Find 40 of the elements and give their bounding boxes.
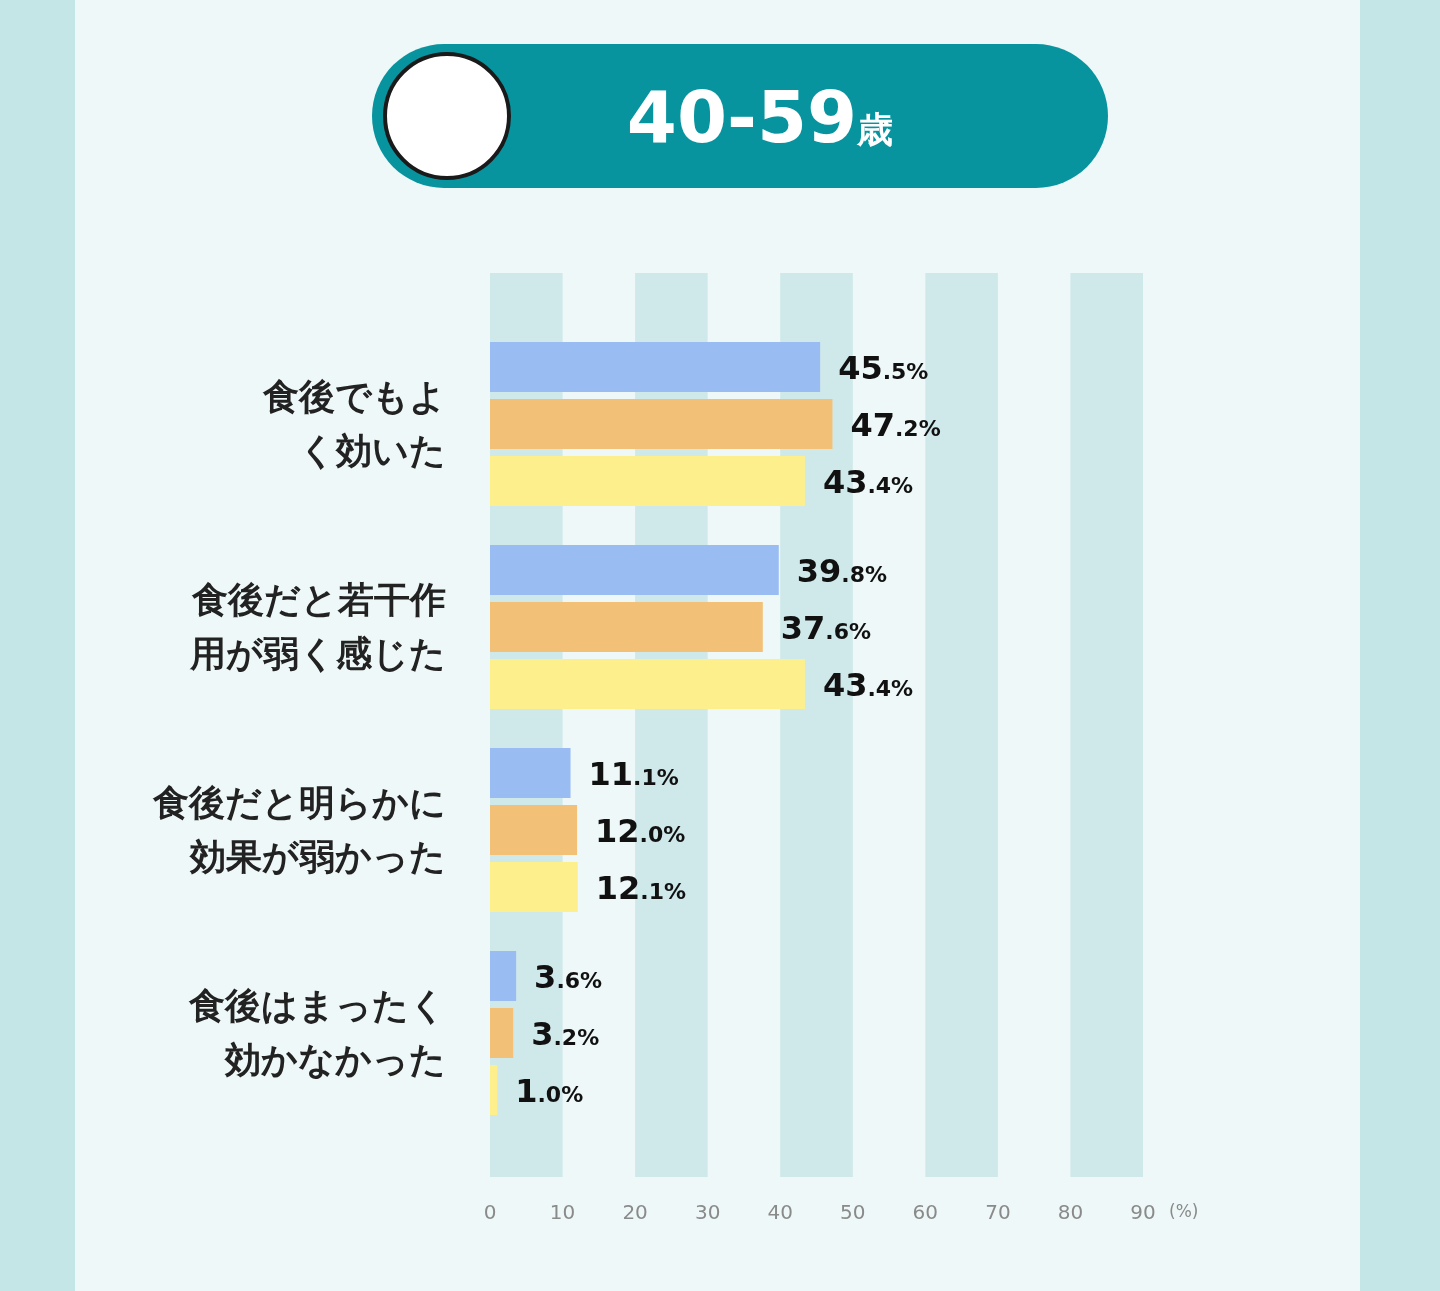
- data-label: 47.2%: [850, 406, 941, 444]
- data-label: 43.4%: [822, 666, 914, 704]
- bar: [490, 1008, 514, 1058]
- bar: [490, 951, 517, 1001]
- x-tick-label: 0: [483, 1200, 497, 1224]
- y-tick-label: 食後はまったく効かなかった: [188, 985, 446, 1080]
- data-label: 3.6%: [534, 958, 603, 996]
- bar: [490, 456, 805, 506]
- bar: [490, 602, 763, 652]
- data-label: 12.0%: [595, 812, 686, 850]
- data-label: 1.0%: [515, 1072, 584, 1110]
- data-label: 39.8%: [796, 552, 888, 590]
- bar: [490, 342, 821, 392]
- x-tick-label: 90: [1130, 1200, 1156, 1224]
- chart-title: 40-59歳: [626, 75, 894, 159]
- data-label: 11.1%: [588, 755, 679, 793]
- data-label: 3.2%: [531, 1015, 600, 1053]
- x-tick-label: 10: [549, 1200, 576, 1224]
- data-label: 37.6%: [780, 609, 872, 647]
- data-label: 45.5%: [838, 349, 929, 387]
- bar: [490, 545, 779, 595]
- x-tick-label: 70: [985, 1200, 1011, 1224]
- bar: [490, 1065, 498, 1115]
- x-tick-label: 80: [1057, 1200, 1084, 1224]
- bar: [490, 748, 571, 798]
- x-tick-label: 30: [694, 1200, 721, 1224]
- x-tick-label: 50: [840, 1200, 866, 1224]
- bar: [490, 659, 805, 709]
- y-tick-label: 食後だと若干作用が弱く感じた: [189, 579, 446, 674]
- bar: [490, 805, 578, 855]
- x-tick-label: 60: [912, 1200, 939, 1224]
- x-axis-title: (%): [1169, 1201, 1199, 1221]
- bar: [490, 399, 833, 449]
- bar: [490, 862, 578, 912]
- y-tick-label: 食後でもよく効いた: [262, 376, 446, 471]
- x-tick-label: 20: [622, 1200, 648, 1224]
- data-label: 12.1%: [595, 869, 687, 907]
- x-tick-label: 40: [767, 1200, 793, 1224]
- y-tick-label: 食後だと明らかに効果が弱かった: [152, 782, 446, 877]
- data-label: 43.4%: [822, 463, 914, 501]
